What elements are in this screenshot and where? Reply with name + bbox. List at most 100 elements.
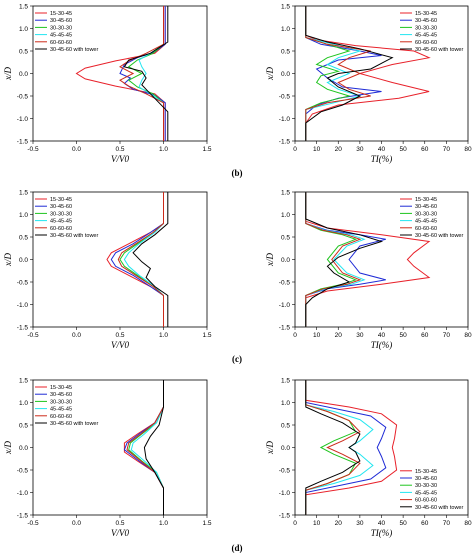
legend-label: 45-45-45: [50, 219, 72, 225]
y-tick-label: -1.5: [279, 324, 291, 331]
y-tick-label: 1.0: [281, 26, 290, 33]
y-axis-label: x/D: [265, 67, 275, 81]
series-line-30-45-60-with-tower: [305, 192, 384, 327]
x-tick-label: 50: [400, 332, 408, 339]
x-tick-label: 0.5: [115, 332, 124, 339]
chart-right-2: 0 10 20 30 40 50 60 70 80 1.5 1.0 0.5 0.0 -0.5 -1.0 -1.…: [265, 377, 472, 538]
chart-right-1: 0 10 20 30 40 50 60 70 80 1.5 1.0 0.5 0.0 -0.5 -1.0 -1.…: [265, 189, 472, 350]
x-tick-label: 40: [378, 332, 386, 339]
x-axis-label: TI(%): [371, 340, 393, 350]
y-tick-label: 0.0: [281, 71, 290, 78]
y-tick-label: 0.0: [281, 257, 290, 264]
x-tick-label: 0: [293, 520, 297, 527]
series-line-30-45-60-with-tower: [305, 6, 394, 141]
legend-label: 15-30-45: [50, 385, 72, 391]
x-tick-label: 80: [464, 520, 472, 527]
legend-label: 30-45-60 with tower: [50, 47, 98, 53]
x-tick-label: 70: [443, 146, 451, 153]
series-line-15-30-45: [305, 6, 431, 141]
legend-label: 30-45-60: [50, 392, 72, 398]
x-tick-label: 20: [335, 520, 343, 527]
legend-label: 60-60-60: [50, 40, 72, 46]
y-tick-label: 1.5: [281, 377, 290, 384]
x-tick-label: 0.0: [72, 146, 81, 153]
y-tick-label: 0.5: [281, 234, 290, 241]
y-tick-label: 0.0: [19, 257, 28, 264]
legend-label: 30-30-30: [50, 399, 72, 405]
legend-label: 45-45-45: [415, 219, 437, 225]
y-tick-label: -1.0: [17, 116, 29, 123]
legend-label: 60-60-60: [415, 226, 437, 232]
series-line-30-45-60-with-tower: [123, 6, 169, 141]
x-tick-label: 30: [356, 332, 364, 339]
legend-label: 30-30-30: [50, 211, 72, 217]
x-tick-label: 10: [313, 332, 321, 339]
x-tick-label: 60: [421, 146, 429, 153]
y-tick-label: -1.5: [17, 324, 29, 331]
series-line-60-60-60: [305, 380, 361, 515]
y-tick-label: 1.5: [19, 3, 28, 10]
chart-left-0: -0.5 0.0 0.5 1.0 1.5 1.5 1.0 0.5 0.0 -0.5 -1.0 -1.5…: [3, 3, 212, 164]
y-axis-label: x/D: [3, 67, 13, 81]
x-tick-label: 0: [293, 146, 297, 153]
y-tick-label: 0.5: [281, 48, 290, 55]
x-tick-label: 0.5: [115, 146, 124, 153]
legend-label: 30-45-60 with tower: [415, 47, 463, 53]
x-tick-label: 1.0: [159, 520, 168, 527]
x-tick-label: 1.0: [159, 146, 168, 153]
plot-frame: [294, 5, 469, 142]
y-tick-label: 1.0: [19, 400, 28, 407]
series-line-30-45-60-with-tower: [132, 192, 169, 327]
legend-label: 30-45-60: [50, 204, 72, 210]
y-axis-label: x/D: [265, 253, 275, 267]
y-tick-label: -1.5: [279, 138, 291, 145]
x-tick-label: 70: [443, 332, 451, 339]
y-tick-label: -1.5: [17, 512, 29, 519]
series-line-30-30-30: [119, 192, 164, 327]
series-line-60-60-60: [119, 6, 164, 141]
series-line-30-45-60: [305, 380, 387, 515]
x-axis-label: TI(%): [371, 528, 393, 538]
x-tick-label: 10: [313, 146, 321, 153]
y-tick-label: -0.5: [279, 93, 291, 100]
y-tick-label: 1.5: [19, 189, 28, 196]
series-line-30-30-30: [127, 6, 164, 141]
x-tick-label: -0.5: [27, 332, 39, 339]
x-tick-label: 20: [335, 332, 343, 339]
x-tick-label: 40: [378, 520, 386, 527]
legend-label: 60-60-60: [50, 414, 72, 420]
x-tick-label: 80: [464, 146, 472, 153]
legend-label: 15-30-45: [50, 197, 72, 203]
x-axis-label: V/V0: [111, 528, 129, 538]
y-tick-label: -0.5: [279, 467, 291, 474]
y-tick-label: 1.5: [19, 377, 28, 384]
series-line-30-30-30: [305, 192, 358, 327]
x-tick-label: 50: [400, 146, 408, 153]
chart-left-2: -0.5 0.0 0.5 1.0 1.5 1.5 1.0 0.5 0.0 -0.5 -1.0 -1.5…: [3, 377, 212, 538]
y-tick-label: -1.5: [279, 512, 291, 519]
y-tick-label: 0.5: [19, 48, 28, 55]
legend-label: 30-45-60 with tower: [415, 505, 463, 511]
legend-label: 15-30-45: [415, 197, 437, 203]
legend-label: 15-30-45: [415, 11, 437, 17]
legend-label: 15-30-45: [415, 469, 437, 475]
x-tick-label: 30: [356, 520, 364, 527]
legend-label: 60-60-60: [415, 498, 437, 504]
x-tick-label: 1.0: [159, 332, 168, 339]
x-tick-label: 60: [421, 520, 429, 527]
y-tick-label: 1.5: [281, 189, 290, 196]
y-tick-label: 1.0: [19, 26, 28, 33]
x-tick-label: 40: [378, 146, 386, 153]
x-tick-label: 80: [464, 332, 472, 339]
y-tick-label: 0.5: [19, 234, 28, 241]
legend-label: 30-30-30: [415, 483, 437, 489]
series-line-30-45-60: [305, 192, 386, 327]
y-tick-label: 1.0: [281, 400, 290, 407]
x-tick-label: 0.0: [72, 520, 81, 527]
chart-left-1: -0.5 0.0 0.5 1.0 1.5 1.5 1.0 0.5 0.0 -0.5 -1.0 -1.5…: [3, 189, 212, 350]
legend-label: 15-30-45: [50, 11, 72, 17]
